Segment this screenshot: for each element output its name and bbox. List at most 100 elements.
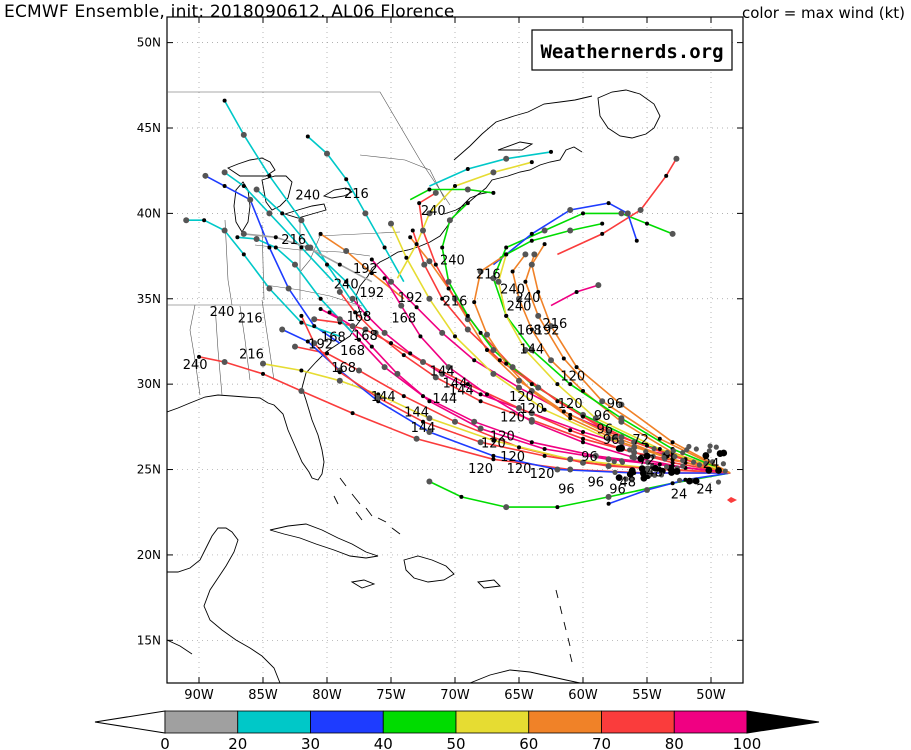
track-position-dot <box>411 228 415 232</box>
track-position-dot <box>466 314 470 318</box>
track-position-dot <box>421 262 427 268</box>
colorbar-tick-label: 50 <box>446 735 465 750</box>
colorbar-tick-label: 30 <box>301 735 320 750</box>
track-position-dot <box>356 367 362 373</box>
track-position-dot <box>491 454 495 458</box>
track-position-dot <box>223 99 227 103</box>
track-position-dot <box>599 398 605 404</box>
track-position-dot <box>504 252 508 256</box>
forecast-hour-label: 144 <box>371 390 396 405</box>
track-position-dot <box>658 437 662 441</box>
lat-label: 20N <box>137 548 161 562</box>
track-position-dot <box>479 392 483 396</box>
track-position-dot <box>581 389 585 393</box>
forecast-hour-label: 240 <box>440 254 465 269</box>
track-position-dot <box>671 481 675 485</box>
track-position-dot <box>254 236 260 242</box>
track-position-dot <box>629 454 634 459</box>
track-position-dot <box>516 378 522 384</box>
track-position-dot <box>530 160 534 164</box>
track-position-dot <box>222 227 228 233</box>
track-position-dot <box>402 394 406 398</box>
track-position-dot <box>531 251 537 257</box>
colorbar-tick-label: 40 <box>374 735 393 750</box>
forecast-hour-label: 144 <box>411 421 436 436</box>
lon-label: 85W <box>248 688 278 703</box>
track-position-dot <box>319 232 323 236</box>
track-position-dot <box>522 251 528 257</box>
lon-label: 90W <box>184 688 214 703</box>
track-position-dot <box>677 478 682 483</box>
colorbar-tick-label: 80 <box>665 735 684 750</box>
track-position-dot <box>665 450 670 455</box>
track-position-dot <box>511 269 515 273</box>
track-position-dot <box>274 235 278 239</box>
track-position-dot <box>414 436 420 442</box>
track-position-dot <box>581 437 585 441</box>
forecast-hour-label: 216 <box>344 187 369 202</box>
track-position-dot <box>465 186 471 192</box>
track-position-dot <box>567 456 573 462</box>
forecast-hour-label: 96 <box>588 476 605 491</box>
lon-label: 75W <box>376 688 406 703</box>
colorbar-segment <box>602 711 675 733</box>
track-position-dot <box>671 461 675 465</box>
track-position-dot <box>338 263 342 267</box>
track-position-dot <box>567 207 573 213</box>
track-position-dot <box>241 231 247 237</box>
track-position-dot <box>408 351 412 355</box>
lat-label: 40N <box>137 206 161 220</box>
track-position-dot <box>478 426 484 432</box>
forecast-hour-label: 24 <box>696 482 713 497</box>
track-position-dot <box>670 231 676 237</box>
forecast-hour-label: 168 <box>347 310 372 325</box>
track-position-dot <box>485 392 489 396</box>
track-position-dot <box>446 279 452 285</box>
track-position-dot <box>555 382 559 386</box>
track-position-dot <box>618 415 624 421</box>
track-position-dot <box>661 455 666 460</box>
colorbar-segment <box>529 711 602 733</box>
forecast-hour-label: 48 <box>646 465 663 480</box>
track-position-dot <box>420 359 426 365</box>
track-position-dot <box>388 221 394 227</box>
forecast-hour-label: 48 <box>620 476 637 491</box>
track-position-dot <box>242 184 246 188</box>
track-position-dot <box>490 169 496 175</box>
colorbar-tick-label: 100 <box>733 735 762 750</box>
track-position-dot <box>664 464 669 469</box>
track-position-dot <box>490 371 496 377</box>
track-position-dot <box>479 331 483 335</box>
track-position-dot <box>575 365 579 369</box>
track-position-dot <box>721 461 726 466</box>
forecast-hour-label: 192 <box>308 337 333 352</box>
track-position-dot <box>471 419 477 425</box>
track-position-dot <box>638 207 644 213</box>
forecast-hour-label: 120 <box>500 411 525 426</box>
colorbar-segment <box>456 711 529 733</box>
track-position-dot <box>389 341 393 345</box>
forecast-hour-label: 120 <box>530 467 555 482</box>
track-position-dot <box>350 296 356 302</box>
track-position-dot <box>530 232 534 236</box>
track-position-dot <box>619 458 624 463</box>
track-position-dot <box>319 307 323 311</box>
track-position-dot <box>543 447 547 451</box>
track-position-dot <box>254 186 260 192</box>
track-position-dot <box>708 443 713 448</box>
lon-label: 70W <box>440 688 470 703</box>
track-position-dot <box>491 457 495 461</box>
track-position-dot <box>426 478 432 484</box>
track-position-dot <box>720 450 727 457</box>
forecast-hour-label: 216 <box>443 295 468 310</box>
track-position-dot <box>554 467 560 473</box>
lat-label: 45N <box>137 121 161 135</box>
track-position-dot <box>453 184 457 188</box>
track-position-dot <box>337 316 343 322</box>
track-position-dot <box>343 248 349 254</box>
track-position-dot <box>453 334 457 338</box>
colorbar-tick-label: 70 <box>592 735 611 750</box>
track-position-dot <box>279 327 285 333</box>
track-position-dot <box>299 321 303 325</box>
track-position-dot <box>415 242 419 246</box>
